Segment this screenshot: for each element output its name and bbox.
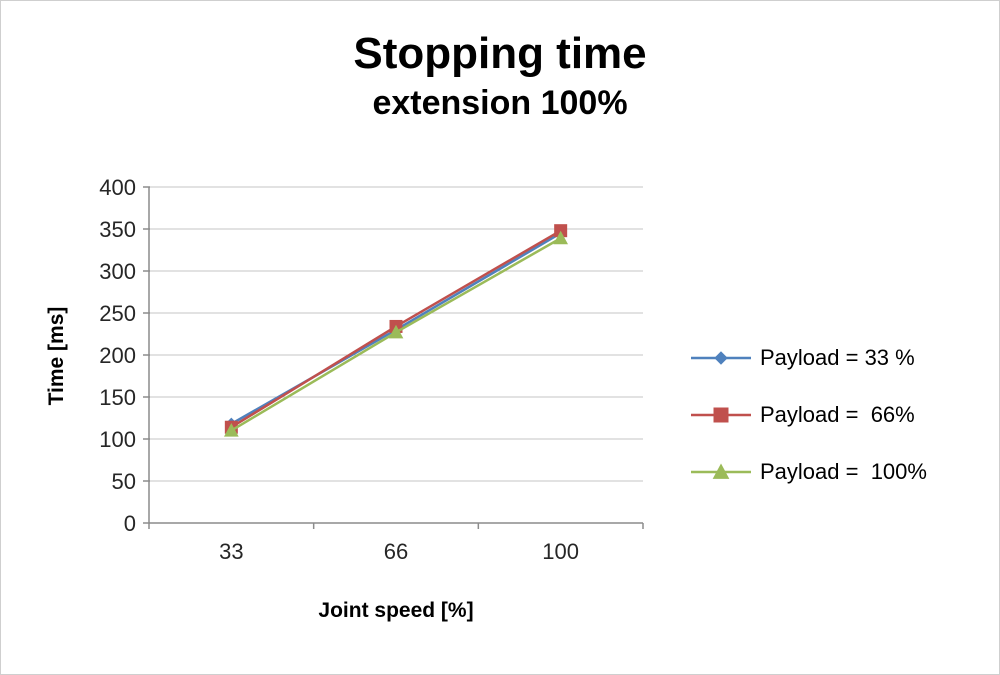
- y-tick-label: 400: [99, 176, 136, 200]
- data-point: [223, 423, 239, 437]
- chart-title: Stopping time: [353, 29, 647, 78]
- y-tick-label: 150: [99, 385, 136, 410]
- y-tick-label: 300: [99, 259, 136, 284]
- legend-item: Payload = 33 %: [689, 345, 927, 371]
- legend-marker: [691, 463, 751, 479]
- plot-area: 0 50 100 150 200 250 300 350 400 33 66 100: [99, 176, 644, 564]
- legend-item: Payload = 66%: [689, 402, 927, 428]
- legend-label: Payload = 100%: [760, 459, 927, 484]
- y-tick-label: 250: [99, 301, 136, 326]
- chart-subtitle: extension 100%: [372, 84, 628, 122]
- legend-label: Payload = 33 %: [760, 345, 915, 370]
- x-tick-label: 66: [384, 539, 408, 564]
- x-tick-label: 100: [542, 539, 579, 564]
- data-point: [388, 324, 404, 339]
- legend: Payload = 33 % Payload = 66% Payload = 100…: [689, 345, 927, 485]
- legend-marker: [691, 351, 751, 365]
- legend-label: Payload = 66%: [760, 402, 915, 427]
- y-tick-label: 0: [124, 511, 136, 536]
- y-tick-label: 50: [112, 469, 136, 494]
- chart-header: Stopping time extension 100%: [1, 27, 999, 125]
- y-tick-label: 350: [99, 217, 136, 242]
- y-axis-title: Time [ms]: [45, 306, 68, 406]
- legend-marker: [691, 407, 751, 423]
- x-tick-label: 33: [219, 539, 243, 564]
- data-point: [553, 230, 569, 245]
- x-axis-title: Joint speed [%]: [318, 599, 474, 622]
- y-tick-label: 200: [99, 343, 136, 368]
- legend-item: Payload = 100%: [689, 459, 927, 485]
- y-tick-label: 100: [99, 427, 136, 452]
